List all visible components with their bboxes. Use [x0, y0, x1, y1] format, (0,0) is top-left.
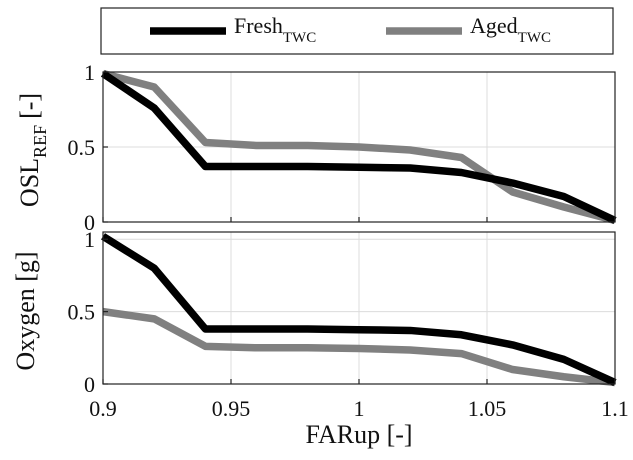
bottom-y-tick-label-2: 1 [84, 227, 95, 252]
bottom-y-tick-label-0: 0 [84, 372, 95, 397]
top-y-axis-title-suffix: [-] [15, 93, 44, 119]
top-y-tick-label-2: 1 [84, 60, 95, 85]
bottom-x-tick-label-4: 1.1 [601, 396, 629, 421]
legend-label-fresh-base: Fresh [234, 13, 283, 38]
legend-label-aged: AgedTWC [470, 13, 551, 46]
top-series-fresh-line [100, 70, 617, 224]
bottom-x-tick-label-0: 0.9 [89, 396, 117, 421]
top-y-axis-title-base: OSL [15, 158, 44, 207]
top-y-tick-label-1: 0.5 [68, 135, 96, 160]
legend-label-aged-sub: TWC [518, 30, 551, 46]
legend-label-fresh-sub: TWC [283, 30, 316, 46]
bottom-series-aged-line [102, 307, 616, 387]
bottom-x-tick-label-2: 1 [354, 396, 365, 421]
x-axis-title: FARup [-] [305, 420, 412, 449]
legend-label-aged-base: Aged [470, 13, 518, 38]
panel-top: 00.51 [68, 60, 617, 235]
bottom-series-fresh-line [101, 233, 617, 386]
bottom-x-tick-label-1: 0.95 [212, 396, 251, 421]
top-y-tick-label-0: 0 [84, 210, 95, 235]
panel-bottom: 0.9 0.95 1 1.05 1.1 0 0.5 1 [68, 227, 629, 421]
bottom-y-axis-title: Oxygen [g] [11, 251, 40, 370]
bottom-x-tick-label-3: 1.05 [468, 396, 507, 421]
legend: FreshTWC AgedTWC [100, 7, 614, 55]
top-y-axis-title-sub: REF [30, 125, 50, 158]
top-series-aged-line [102, 69, 616, 225]
bottom-y-tick-label-1: 0.5 [68, 300, 96, 325]
legend-label-fresh: FreshTWC [234, 13, 316, 46]
top-y-axis-title: OSLREF [-] [15, 93, 50, 207]
